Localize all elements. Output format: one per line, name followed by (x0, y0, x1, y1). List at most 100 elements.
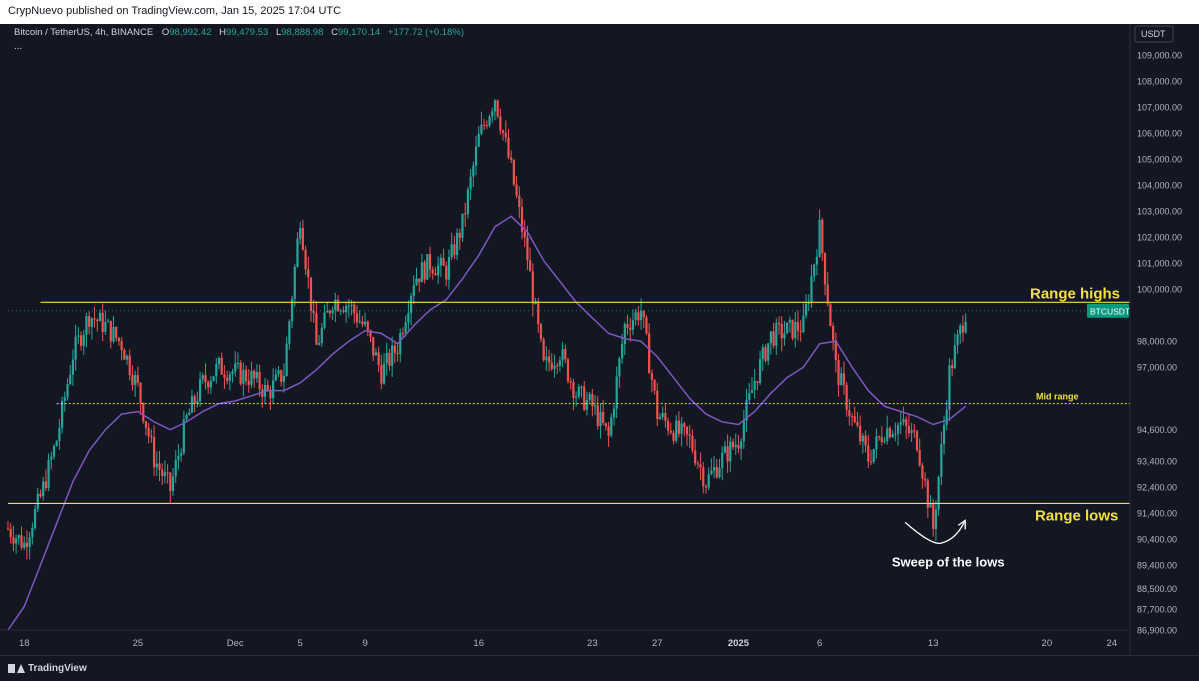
candle-body (407, 312, 410, 323)
legend-more-button[interactable]: ... (14, 41, 22, 52)
candle-body (945, 409, 948, 425)
time-tick-label: 13 (928, 638, 939, 649)
candle-body (25, 542, 29, 547)
candle-body (677, 420, 681, 434)
candle-body (293, 266, 296, 299)
candle-body (547, 356, 551, 363)
candle-body (385, 352, 388, 364)
candle-body (856, 421, 859, 426)
price-tick-label: 91,400.00 (1137, 508, 1177, 518)
candle-body (115, 326, 118, 338)
candle-body (769, 331, 772, 344)
currency-button[interactable] (1134, 25, 1174, 43)
candle-body (39, 493, 42, 497)
candle-body (658, 416, 662, 419)
candle-body (215, 364, 218, 377)
sweep-annotation-label: Sweep of the lows (892, 554, 1005, 569)
price-tick-label: 109,000.00 (1137, 51, 1182, 61)
candle-body (415, 278, 418, 285)
candle-body (212, 376, 215, 381)
candle-body (393, 345, 396, 353)
candle-body (342, 310, 345, 313)
price-axis-ticks: 109,000.00 108,000.00 107,000.00 106,000.00… (1137, 51, 1182, 636)
candle-body (837, 359, 840, 386)
candle-body (250, 370, 253, 385)
time-tick-label: 18 (19, 638, 30, 649)
candle-body (193, 396, 196, 404)
candle-body (77, 335, 80, 337)
candle-body (418, 278, 421, 283)
candle-body (147, 427, 150, 437)
candle-body (626, 324, 629, 328)
candle-body (318, 343, 321, 345)
candle-body (653, 380, 656, 391)
candle-body (796, 321, 800, 331)
candle-body (423, 262, 426, 280)
candle-body (740, 441, 743, 449)
symbol-badge-label: BTCUSDT (1090, 306, 1130, 316)
candle-body (758, 359, 762, 383)
candle-body (910, 430, 913, 434)
tradingview-logo[interactable]: TradingView (8, 663, 87, 674)
candle-body (150, 436, 153, 438)
candle-body (723, 446, 727, 453)
candle-body (226, 377, 229, 381)
candle-body (634, 312, 637, 321)
candle-body (201, 375, 204, 380)
candle-body (775, 323, 778, 346)
candle-body (780, 323, 783, 339)
candle-body (553, 365, 556, 369)
candlestick-chart[interactable]: Range highs99,495.54Mid range95,600.00Ra… (0, 24, 1199, 655)
candle-body (864, 435, 867, 446)
candle-body (572, 381, 575, 398)
price-tick-label: 97,000.00 (1137, 363, 1177, 373)
candle-body (661, 413, 664, 417)
candle-body (845, 384, 848, 411)
candle-body (623, 324, 626, 345)
candle-body (531, 271, 534, 304)
currency-label: USDT (1141, 29, 1166, 39)
candle-body (169, 472, 172, 491)
candle-body (258, 372, 261, 390)
candle-body (523, 231, 526, 238)
candle-body (466, 189, 470, 215)
candle-body (239, 362, 242, 384)
candle-body (96, 319, 99, 322)
candle-body (750, 389, 754, 393)
candle-body (683, 423, 686, 427)
annotations-layer: Sweep of the lows (892, 519, 1005, 569)
price-tick-label: 104,000.00 (1137, 181, 1182, 191)
candle-body (244, 369, 248, 382)
price-tick-label: 107,000.00 (1137, 103, 1182, 113)
candle-body (615, 376, 618, 409)
candle-body (588, 394, 591, 401)
candle-body (894, 433, 897, 435)
price-tick-label: 103,000.00 (1137, 207, 1182, 217)
price-tick-label: 89,400.00 (1137, 560, 1177, 570)
price-axis-area[interactable] (1130, 24, 1199, 655)
candle-body (951, 365, 954, 369)
candle-body (896, 424, 900, 434)
time-axis-ticks[interactable]: 18 25 Dec 5 9 16 23 27 2025 6 13 20 24 (19, 638, 1117, 649)
candle-body (878, 436, 881, 438)
candle-body (867, 445, 870, 462)
candle-body (899, 422, 902, 425)
candle-body (106, 320, 110, 322)
candle-body (253, 370, 256, 379)
price-tick-label: 108,000.00 (1137, 77, 1182, 87)
candle-body (236, 362, 240, 364)
candle-body (166, 472, 169, 474)
candle-body (158, 463, 161, 470)
candle-body (699, 464, 702, 468)
candle-body (688, 434, 691, 436)
legend-c-label: C (331, 27, 338, 38)
symbol-badge[interactable] (1087, 303, 1129, 318)
candle-body (515, 184, 518, 196)
candle-body (355, 313, 359, 323)
candle-body (55, 441, 58, 447)
tradingview-brand: TradingView (28, 663, 87, 674)
candle-body (31, 528, 34, 538)
candle-body (645, 317, 648, 334)
candle-body (439, 257, 442, 266)
candle-body (472, 165, 475, 177)
